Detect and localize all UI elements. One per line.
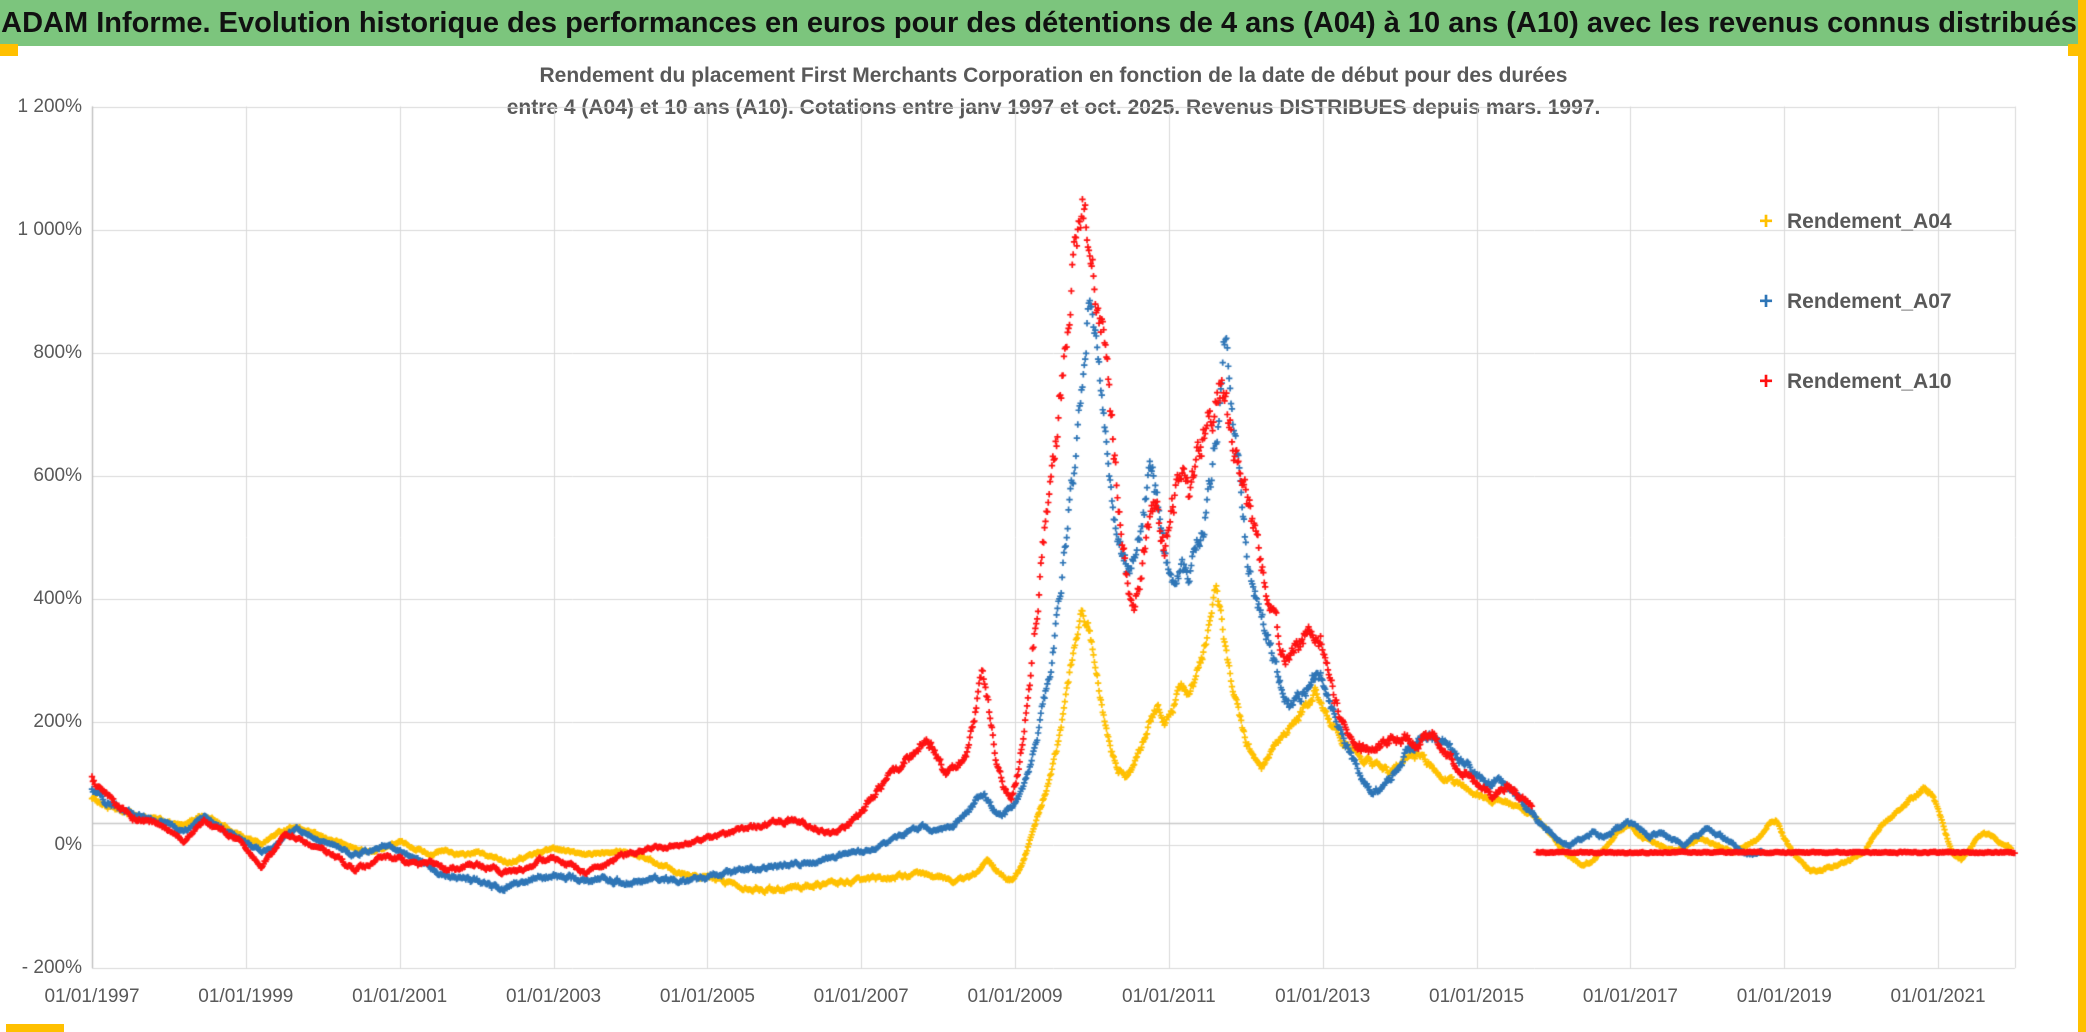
x-tick-label: 01/01/2007	[813, 986, 909, 1007]
plus-marker-icon: +	[1758, 288, 1773, 315]
y-tick-label: 1 000%	[17, 218, 82, 240]
x-tick-label: 01/01/1997	[44, 986, 140, 1007]
legend-label: Rendement_A10	[1787, 370, 1952, 393]
y-tick-label: 800%	[33, 341, 82, 363]
legend-item-rendement-a10: + Rendement_A10	[1757, 369, 1952, 395]
legend-item-rendement-a04: + Rendement_A04	[1757, 209, 1952, 235]
plus-marker-icon: +	[1758, 208, 1773, 235]
plus-marker-icon: +	[1758, 368, 1773, 395]
x-tick-label: 01/01/2017	[1582, 986, 1678, 1007]
y-tick-label: 400%	[33, 587, 82, 609]
x-tick-label: 01/01/2021	[1890, 986, 1986, 1007]
legend-item-rendement-a07: + Rendement_A07	[1757, 289, 1952, 315]
x-tick-label: 01/01/2011	[1122, 986, 1216, 1007]
x-tick-label: 01/01/1999	[198, 986, 294, 1007]
y-tick-label: 0%	[54, 834, 82, 855]
legend-label: Rendement_A04	[1787, 210, 1952, 233]
x-tick-label: 01/01/2001	[352, 986, 448, 1007]
x-tick-label: 01/01/2009	[967, 986, 1063, 1007]
x-tick-label: 01/01/2013	[1275, 986, 1371, 1007]
x-tick-label: 01/01/2019	[1736, 986, 1832, 1007]
y-tick-label: 200%	[33, 710, 82, 732]
x-tick-label: 01/01/2015	[1429, 986, 1525, 1007]
legend-label: Rendement_A07	[1787, 290, 1952, 313]
y-tick-label: 1 200%	[17, 95, 82, 117]
y-tick-label: 600%	[33, 464, 82, 486]
x-tick-label: 01/01/2005	[659, 986, 755, 1007]
y-tick-label: - 200%	[21, 957, 82, 979]
x-tick-label: 01/01/2003	[505, 986, 602, 1007]
